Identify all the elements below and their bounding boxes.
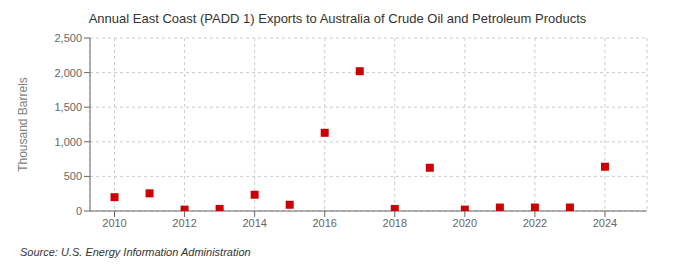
svg-text:2,000: 2,000 (54, 67, 82, 79)
svg-text:2012: 2012 (172, 217, 196, 229)
svg-text:Thousand Barrels: Thousand Barrels (16, 77, 30, 172)
html-text:Source: U.S. Energy Informatio: Source: U.S. Energy Information Administ… (20, 246, 251, 258)
svg-text:2018: 2018 (383, 217, 407, 229)
svg-text:2022: 2022 (523, 217, 547, 229)
svg-text:2020: 2020 (453, 217, 477, 229)
svg-text:500: 500 (64, 170, 82, 182)
svg-text:2014: 2014 (242, 217, 266, 229)
svg-text:2010: 2010 (102, 217, 126, 229)
svg-text:2,500: 2,500 (54, 32, 82, 44)
svg-text:2024: 2024 (593, 217, 617, 229)
svg-text:2016: 2016 (312, 217, 336, 229)
html-text:Annual East Coast (PADD 1) Exp: Annual East Coast (PADD 1) Exports to Au… (88, 11, 587, 26)
svg-text:1,500: 1,500 (54, 101, 82, 113)
svg-text:1,000: 1,000 (54, 136, 82, 148)
svg-text:0: 0 (76, 205, 82, 217)
